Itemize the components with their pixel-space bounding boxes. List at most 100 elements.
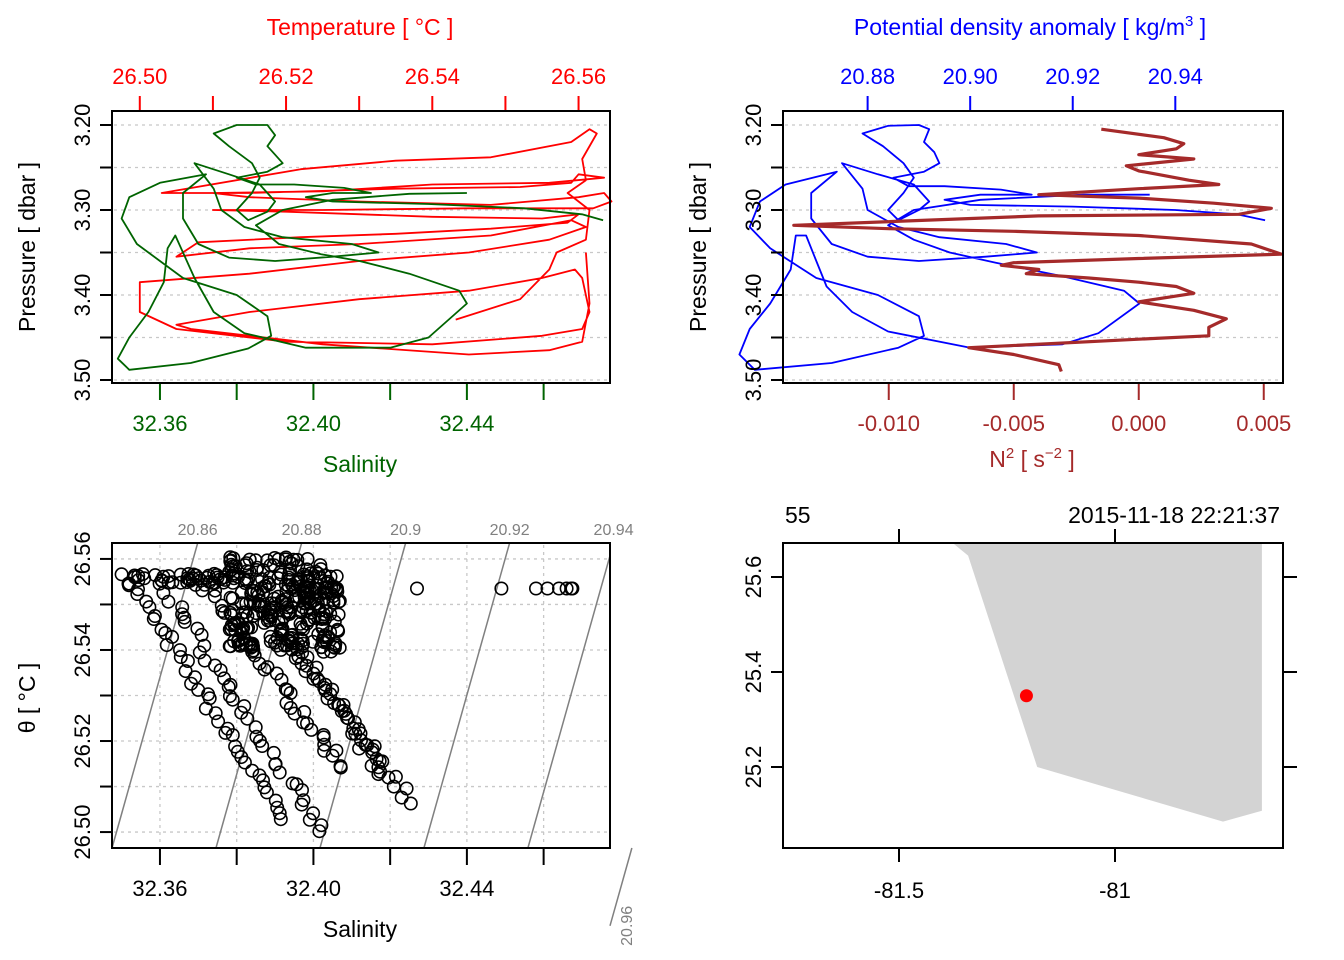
y-tick-label: 25.6	[741, 556, 766, 599]
n2-axis-close: ]	[1062, 446, 1075, 472]
scatter-point	[154, 622, 169, 637]
scatter-point	[336, 697, 351, 712]
scatter-point	[272, 806, 287, 821]
x-tick-label-bottom: 0.000	[1111, 411, 1166, 436]
scatter-point	[317, 737, 332, 752]
scatter-point	[225, 692, 240, 707]
scatter-point	[207, 589, 222, 604]
y-tick-label: 3.30	[70, 189, 95, 232]
scatter-point	[182, 572, 197, 587]
scatter-point	[192, 645, 207, 660]
isopycnal-label: 20.92	[490, 522, 530, 539]
scatter-point	[261, 575, 276, 590]
x-tick-label-bottom: 32.36	[132, 411, 187, 436]
plot-frame	[782, 542, 1284, 849]
scatter-point	[294, 656, 309, 671]
scatter-point	[173, 649, 188, 664]
grid	[114, 545, 608, 846]
panel-station-map: -81.5 -81 25.2 25.4 25.6 55 2015-11-18 22:21…	[741, 502, 1297, 903]
scatter-point	[130, 586, 145, 601]
station-marker	[1019, 689, 1033, 703]
scatter-point	[175, 607, 190, 622]
scatter-point	[218, 725, 233, 740]
scatter-point	[173, 567, 188, 582]
series-group	[116, 124, 613, 371]
x-tick-label-top: 20.94	[1148, 64, 1203, 89]
panel-density-n2: Potential density anomaly [ kg/m3 ] N2 […	[685, 13, 1291, 472]
scatter-point	[248, 720, 263, 735]
scatter-point	[155, 573, 170, 588]
scatter-point	[245, 763, 260, 778]
scatter-point	[300, 551, 315, 566]
station-time-label: 2015-11-18 22:21:37	[1068, 502, 1280, 528]
scatter-point	[365, 742, 380, 757]
station-dot	[1019, 689, 1033, 703]
y-tick-label: 3.20	[70, 104, 95, 147]
scatter-point	[244, 637, 259, 652]
scatter-point	[208, 706, 223, 721]
scatter-point	[173, 643, 188, 658]
scatter-point	[246, 609, 261, 624]
y-tick-label: 3.30	[741, 189, 766, 232]
density-axis-title-main: Potential density anomaly [ kg/m	[854, 14, 1185, 40]
density-axis-title-sup: 3	[1185, 13, 1193, 30]
scatter-point	[273, 812, 288, 827]
scatter-point	[221, 679, 236, 694]
x-tick-label-top: 20.92	[1045, 64, 1100, 89]
outlier-point	[559, 581, 574, 596]
scatter-point	[299, 562, 314, 577]
scatter-point	[257, 579, 272, 594]
scatter-point	[300, 580, 315, 595]
isopycnals: 20.86 20.88 20.9 20.92 20.94 20.96	[111, 522, 636, 946]
scatter-point	[161, 575, 176, 590]
y-tick-label: 26.56	[70, 531, 95, 586]
scatter-point	[260, 660, 275, 675]
scatter-point	[225, 603, 240, 618]
scatter-point	[267, 596, 282, 611]
x-tick-label-top: 26.54	[405, 64, 460, 89]
scatter-point	[294, 797, 309, 812]
axes: -81.5 -81 25.2 25.4 25.6	[741, 529, 1297, 903]
plot-frame	[111, 542, 611, 849]
axes: 3.20 3.30 3.40 3.50 20.88 20.90 20.92 20.94 -0.0…	[741, 64, 1291, 436]
scatter-point	[207, 575, 222, 590]
scatter-point	[293, 616, 308, 631]
land-polygon	[952, 543, 1262, 822]
outlier-point	[329, 581, 344, 596]
scatter-point	[239, 596, 254, 611]
scatter-point	[146, 611, 161, 626]
scatter-point	[268, 757, 283, 772]
scatter-point	[323, 687, 338, 702]
scatter-point	[302, 596, 317, 611]
scatter-point	[295, 636, 310, 651]
lon-tick-label: -81	[1099, 878, 1131, 903]
scatter-point	[213, 663, 228, 678]
scatter-point	[280, 600, 295, 615]
scatter-point	[228, 559, 243, 574]
y-tick-label: 3.40	[70, 274, 95, 317]
scatter-point	[268, 793, 283, 808]
scatter-point	[272, 765, 287, 780]
plot-frame	[782, 110, 1284, 384]
scatter-point	[279, 695, 294, 710]
y-tick-label: 3.40	[741, 274, 766, 317]
scatter-point	[240, 711, 255, 726]
scatter-point	[288, 592, 303, 607]
scatter-point	[278, 550, 293, 565]
scatter-point	[223, 590, 238, 605]
scatter-point	[314, 818, 329, 833]
scatter-point	[333, 760, 348, 775]
scatter-point	[302, 812, 317, 827]
scatter-point	[175, 600, 190, 615]
outlier-point	[409, 581, 424, 596]
isopycnal-label: 20.9	[390, 522, 421, 539]
panel-ts-diagram: Salinity θ [ °C ] 20.86 20.88 20.9 20.92 20.…	[14, 522, 636, 946]
scatter-point	[364, 758, 379, 773]
n2-axis-unit-sup: −2	[1045, 445, 1062, 462]
scatter-point	[352, 741, 367, 756]
scatter-point	[320, 574, 335, 589]
scatter-point	[305, 634, 320, 649]
scatter-point	[388, 769, 403, 784]
scatter-point	[327, 640, 342, 655]
x-tick-label-bottom: 32.36	[132, 876, 187, 901]
